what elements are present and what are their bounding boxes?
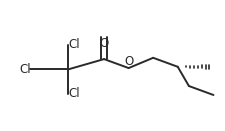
Text: Cl: Cl [19, 63, 31, 76]
Text: O: O [124, 55, 133, 68]
Text: Cl: Cl [68, 39, 79, 51]
Text: O: O [99, 37, 108, 50]
Text: Cl: Cl [68, 87, 79, 100]
